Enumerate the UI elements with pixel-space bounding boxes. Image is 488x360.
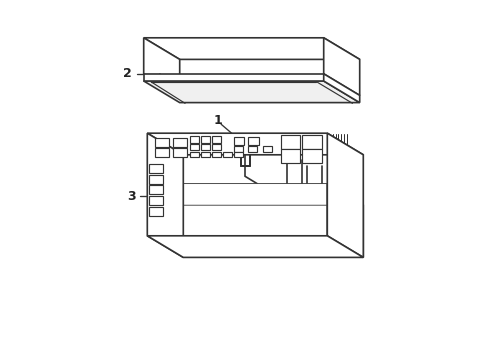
Polygon shape bbox=[201, 144, 210, 150]
Polygon shape bbox=[302, 149, 321, 163]
Polygon shape bbox=[233, 146, 242, 152]
Polygon shape bbox=[147, 236, 363, 257]
Polygon shape bbox=[143, 81, 359, 103]
Polygon shape bbox=[233, 152, 242, 157]
Polygon shape bbox=[154, 138, 168, 147]
Polygon shape bbox=[212, 136, 221, 143]
Polygon shape bbox=[149, 196, 163, 205]
Polygon shape bbox=[149, 185, 163, 194]
Polygon shape bbox=[326, 133, 363, 257]
Polygon shape bbox=[190, 152, 199, 157]
Polygon shape bbox=[149, 175, 163, 184]
Text: 3: 3 bbox=[126, 190, 135, 203]
Polygon shape bbox=[326, 184, 363, 257]
Polygon shape bbox=[143, 74, 323, 81]
Polygon shape bbox=[143, 38, 359, 59]
Text: 1: 1 bbox=[213, 114, 222, 127]
Polygon shape bbox=[302, 135, 321, 149]
Polygon shape bbox=[280, 149, 300, 163]
Polygon shape bbox=[223, 152, 231, 157]
Polygon shape bbox=[233, 137, 244, 145]
Polygon shape bbox=[201, 136, 210, 143]
Polygon shape bbox=[247, 137, 258, 145]
Polygon shape bbox=[154, 148, 168, 157]
Polygon shape bbox=[147, 133, 363, 155]
Text: 2: 2 bbox=[123, 67, 132, 80]
Polygon shape bbox=[212, 152, 221, 157]
Polygon shape bbox=[212, 144, 221, 150]
Polygon shape bbox=[280, 135, 300, 149]
Polygon shape bbox=[262, 146, 271, 152]
Polygon shape bbox=[247, 146, 257, 152]
Polygon shape bbox=[147, 133, 183, 257]
Polygon shape bbox=[201, 152, 210, 157]
Polygon shape bbox=[190, 136, 199, 143]
Polygon shape bbox=[323, 38, 359, 95]
Polygon shape bbox=[323, 74, 359, 103]
Polygon shape bbox=[147, 184, 363, 205]
Polygon shape bbox=[172, 148, 186, 157]
Polygon shape bbox=[172, 138, 186, 147]
Polygon shape bbox=[149, 207, 163, 216]
Polygon shape bbox=[190, 144, 199, 150]
Polygon shape bbox=[149, 164, 163, 173]
Polygon shape bbox=[143, 38, 179, 95]
